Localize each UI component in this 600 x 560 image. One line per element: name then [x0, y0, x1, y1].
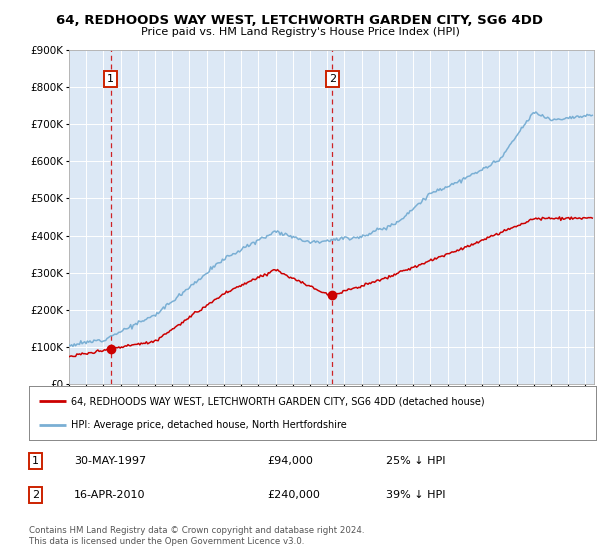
Text: 1: 1: [107, 74, 114, 84]
Text: 64, REDHOODS WAY WEST, LETCHWORTH GARDEN CITY, SG6 4DD (detached house): 64, REDHOODS WAY WEST, LETCHWORTH GARDEN…: [71, 396, 485, 407]
Text: 16-APR-2010: 16-APR-2010: [74, 490, 146, 500]
Text: Price paid vs. HM Land Registry's House Price Index (HPI): Price paid vs. HM Land Registry's House …: [140, 27, 460, 38]
Text: 25% ↓ HPI: 25% ↓ HPI: [386, 456, 446, 466]
Text: Contains HM Land Registry data © Crown copyright and database right 2024.
This d: Contains HM Land Registry data © Crown c…: [29, 526, 364, 546]
Text: 2: 2: [32, 490, 39, 500]
Text: 39% ↓ HPI: 39% ↓ HPI: [386, 490, 446, 500]
Text: 30-MAY-1997: 30-MAY-1997: [74, 456, 146, 466]
Text: £94,000: £94,000: [267, 456, 313, 466]
Text: 64, REDHOODS WAY WEST, LETCHWORTH GARDEN CITY, SG6 4DD: 64, REDHOODS WAY WEST, LETCHWORTH GARDEN…: [56, 14, 544, 27]
Text: 1: 1: [32, 456, 39, 466]
Text: 2: 2: [329, 74, 336, 84]
Text: £240,000: £240,000: [267, 490, 320, 500]
Text: HPI: Average price, detached house, North Hertfordshire: HPI: Average price, detached house, Nort…: [71, 419, 347, 430]
